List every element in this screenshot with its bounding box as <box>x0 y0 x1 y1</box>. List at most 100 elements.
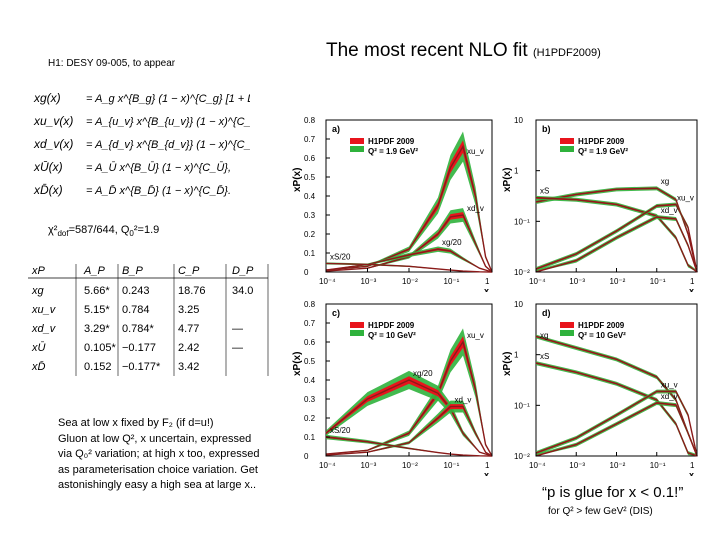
curve-label: xS <box>540 352 549 361</box>
curve-xS-20 <box>325 436 493 457</box>
curve-xS-20 <box>325 262 493 273</box>
equation-rhs: = A_Ū x^{B_Ū} (1 − x)^{C_Ū}, <box>86 162 231 174</box>
table-cell: 0.243 <box>122 285 150 297</box>
y-tick-label: 0.5 <box>304 357 316 366</box>
y-tick-label: 10⁻² <box>514 452 530 461</box>
equation-lhs: xD̄(x) <box>33 183 63 197</box>
y-tick-label: 0.5 <box>304 173 316 182</box>
x-tick-label: 10⁻³ <box>361 277 377 286</box>
parametrisation-equations: xg(x) = A_g x^{B_g} (1 − x)^{C_g} [1 + D_… <box>33 91 250 197</box>
y-tick-label: 10⁻² <box>514 268 530 277</box>
table-cell: 3.25 <box>178 304 199 316</box>
table-cell: 0.784* <box>122 323 155 335</box>
y-axis-label: xP(x) <box>292 352 303 376</box>
curve-label: xg/20 <box>413 369 433 378</box>
legend-scale: Q² = 10 GeV² <box>578 331 626 340</box>
uncertainty-band-xd_v <box>536 401 697 456</box>
curve-label: xu_v <box>661 380 678 389</box>
table-cell: 18.76 <box>178 285 206 297</box>
y-tick-label: 0.3 <box>304 211 316 220</box>
curve-xg <box>535 187 698 273</box>
x-tick-label: 10⁻¹ <box>650 461 666 470</box>
legend-title: H1PDF 2009 <box>368 321 415 330</box>
title-main: The most recent NLO fit <box>326 40 528 61</box>
table-cell: 4.77 <box>178 323 199 335</box>
panel-label: b) <box>542 124 551 134</box>
x-tick-label: 10⁻² <box>402 461 418 470</box>
y-tick-label: 0.2 <box>304 230 316 239</box>
chi2-line: χ²dof=587/644, Q0²=1.9 <box>48 224 159 238</box>
x-tick-label: 10⁻¹ <box>444 461 460 470</box>
table-cell: xD̄ <box>31 360 46 373</box>
table-cell: xg <box>31 285 45 297</box>
y-tick-label: 10 <box>514 300 523 309</box>
chi2-q0: 0 <box>129 229 134 239</box>
y-tick-label: 0 <box>304 268 309 277</box>
curve-label: xu_v <box>467 147 484 156</box>
table-cell: xu_v <box>31 304 57 316</box>
x-tick-label: 1 <box>690 277 695 286</box>
x-tick-label: 10⁻³ <box>569 277 585 286</box>
table-cell: 5.66* <box>84 285 110 297</box>
equation-rhs: = A_{u_v} x^{B_{u_v}} (1 − x)^{C_{u_v}}, <box>86 116 250 128</box>
legend-swatch <box>560 138 574 144</box>
uncertainty-band-xd_v <box>536 215 697 272</box>
chart-panel-d: 10⁻⁴ 10⁻³ 10⁻² 10⁻¹ 1 10⁻² 10⁻¹ 1 10 x xP(x) d) H1PD… <box>502 300 698 476</box>
equation-lhs: xg(x) <box>33 91 61 105</box>
y-tick-label: 0.7 <box>304 135 316 144</box>
curve-label: xu_v <box>677 193 694 202</box>
x-tick-label: 1 <box>485 277 490 286</box>
chart-panel-b: 10⁻⁴ 10⁻³ 10⁻² 10⁻¹ 1 10⁻² 10⁻¹ 1 10 x xP(x) b) H1PD… <box>502 116 698 292</box>
curve-xg-20 <box>325 379 493 457</box>
table-header-cell: A_P <box>83 265 105 277</box>
y-tick-label: 0.6 <box>304 338 316 347</box>
x-tick-label: 10⁻⁴ <box>529 277 546 286</box>
x-tick-label: 1 <box>690 461 695 470</box>
equation-rhs: = A_D̄ x^{B_D̄} (1 − x)^{C_D̄}. <box>86 184 231 197</box>
notes-block: Sea at low x fixed by F₂ (if d=u!) Gluon… <box>58 416 278 494</box>
chart-panel-c: 10⁻⁴ 10⁻³ 10⁻² 10⁻¹ 1 0 0.1 0.2 0.3 0.4 0.5 0.6 0.7 0… <box>292 300 493 476</box>
equation-rhs: = A_g x^{B_g} (1 − x)^{C_g} [1 + D_g x] <box>86 93 250 105</box>
y-tick-label: 0 <box>304 452 309 461</box>
curve-label: xd_v <box>467 204 484 213</box>
panel-label: d) <box>542 308 551 318</box>
curve-xS <box>535 362 698 457</box>
y-tick-label: 0.7 <box>304 319 316 328</box>
uncertainty-band-xg-20 <box>326 370 492 456</box>
uncertainty-band-xS-20 <box>326 434 492 456</box>
y-tick-label: 1 <box>514 167 519 176</box>
equation-lhs: xu_v(x) <box>33 114 73 128</box>
curve-label: xu_v <box>467 331 484 340</box>
legend-swatch <box>350 138 364 144</box>
table-header-cell: C_P <box>178 265 200 277</box>
plot-frame <box>535 303 698 457</box>
quote-note: for Q² > few GeV² (DIS) <box>548 506 653 517</box>
y-tick-label: 0.8 <box>304 300 316 309</box>
x-axis-label: x <box>484 470 489 476</box>
curve-label: xd_v <box>661 206 678 215</box>
y-axis-label: xP(x) <box>502 352 513 376</box>
curve-label: xg/20 <box>442 238 462 247</box>
y-tick-label: 0.6 <box>304 154 316 163</box>
chi2-symbol: χ² <box>48 224 58 236</box>
uncertainty-band-xu_v <box>536 389 697 456</box>
curve-label: xS/20 <box>330 426 351 435</box>
table-cell: 0.152 <box>84 361 112 373</box>
table-cell: 0.784 <box>122 304 150 316</box>
note-line: astonishingly easy a high sea at large x… <box>58 479 257 491</box>
note-line: as parameterisation choice variation. Ge… <box>58 463 258 476</box>
chart-panel-a: 10⁻⁴ 10⁻³ 10⁻² 10⁻¹ 1 0 0.1 0.2 0.3 0.4 0.5 0.6 0.7 0… <box>292 116 493 292</box>
equation-lhs: xŪ(x) <box>33 160 63 174</box>
x-tick-label: 10⁻² <box>610 277 626 286</box>
table-cell: −0.177* <box>122 361 161 373</box>
title-sub: (H1PDF2009) <box>532 47 601 59</box>
legend-swatch <box>560 330 574 336</box>
x-axis-label: x <box>689 470 694 476</box>
x-tick-label: 10⁻³ <box>361 461 377 470</box>
x-tick-label: 10⁻⁴ <box>319 277 336 286</box>
x-tick-label: 1 <box>485 461 490 470</box>
chi2-q0-value: ²=1.9 <box>133 224 160 236</box>
equation-rhs: = A_{d_v} x^{B_{d_v}} (1 − x)^{C_{d_v}}, <box>86 139 250 151</box>
chi2-value: =587/644, Q <box>68 224 130 236</box>
parameter-table: xP A_P B_P C_P D_Pxg 5.66* 0.243 18.76 34.0 xu_v 5… <box>28 264 269 376</box>
